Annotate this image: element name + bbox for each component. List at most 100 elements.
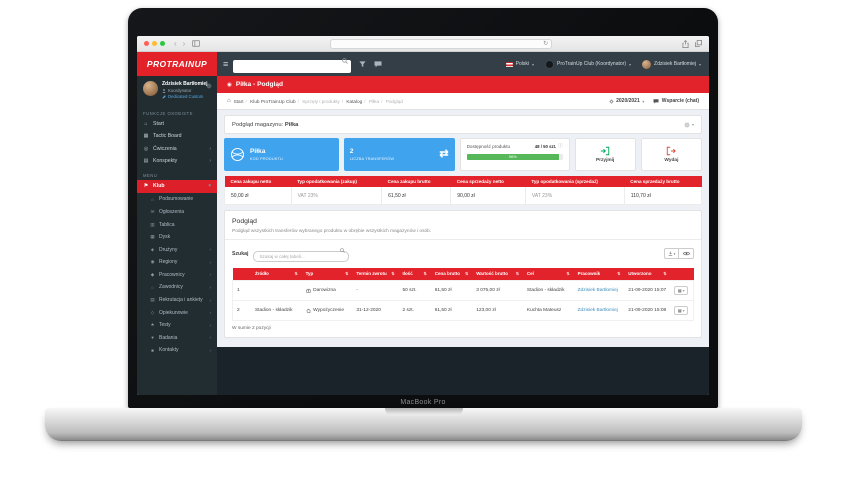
chevron-down-icon: ▾ xyxy=(642,98,645,104)
language-selector[interactable]: Polski ▾ xyxy=(505,61,534,67)
export-button[interactable]: ▾ xyxy=(664,248,679,259)
gear-icon[interactable] xyxy=(206,83,212,89)
col-ilosc[interactable]: Ilość ⇅ xyxy=(398,267,431,280)
sidebar-item-pracownicy[interactable]: ◆ Pracownicy › xyxy=(150,271,211,278)
club-flag-icon: ⚑ xyxy=(143,183,149,190)
availability-progress-fill: 96% xyxy=(466,153,559,160)
issue-button[interactable]: Wydaj xyxy=(640,138,703,171)
browser-sidebar-icon[interactable] xyxy=(192,40,201,47)
employee-link[interactable]: Zdzisiek Bartłomiej xyxy=(577,287,618,293)
row-actions-button[interactable]: ▦ ▾ xyxy=(674,285,689,295)
transfer-arrows-icon: ⇄ xyxy=(439,148,449,160)
sidebar-item-druzyny[interactable]: ◈ Drużyny › xyxy=(150,246,211,253)
traffic-light-zoom-button[interactable] xyxy=(160,41,165,46)
accept-button-label: Przyjmij xyxy=(595,158,615,164)
support-chat-link[interactable]: Wsparcie (chat) xyxy=(653,98,699,104)
sidebar-item-regiony[interactable]: ◉ Regiony › xyxy=(150,259,211,266)
breadcrumb-pilka[interactable]: Piłka xyxy=(368,98,380,104)
sidebar-item-tablica[interactable]: ▥ Tablica xyxy=(150,221,175,228)
profile-link[interactable]: Dedicated Custom xyxy=(162,94,208,100)
breadcrumb-katalog[interactable]: Katalog xyxy=(346,98,363,104)
col-zrodlo[interactable]: Źródło ⇅ xyxy=(250,267,302,280)
transfers-value: 2 xyxy=(349,148,354,156)
info-icon[interactable]: ⓘ xyxy=(558,143,563,148)
price-header: Cena zakupu brutto xyxy=(381,176,451,187)
col-utworzono[interactable]: Utworzono ⇅ xyxy=(624,267,671,280)
col-cena[interactable]: Cena brutto ⇅ xyxy=(430,267,473,280)
col-cel[interactable]: Cel ⇅ xyxy=(522,267,574,280)
sidebar-item-badania[interactable]: ♥ Badania › xyxy=(151,334,211,341)
traffic-light-minimize-button[interactable] xyxy=(152,41,157,46)
row-actions-button[interactable]: ▦ ▾ xyxy=(674,305,689,315)
row-type: Darowizna xyxy=(313,287,336,293)
price-header: Cena sprzedaży brutto xyxy=(624,176,702,187)
sidebar: Zdzisiek Bartłomiej Koordynator xyxy=(137,76,217,395)
sidebar-item-zawodnicy[interactable]: ○ Zawodnicy › xyxy=(151,284,211,291)
col-wartosc[interactable]: Wartość brutto ⇅ xyxy=(472,267,523,280)
row-source xyxy=(250,279,302,301)
browser-address-bar[interactable]: ↻ xyxy=(330,38,553,49)
browser-back-button[interactable]: ‹ xyxy=(174,38,177,48)
chevron-down-icon: ▾ xyxy=(698,61,701,67)
club-selector[interactable]: ProTrainUp Club (Koordynator) ▾ xyxy=(544,59,631,69)
sidebar-item-klub[interactable]: ⚑ Klub ▾ xyxy=(137,179,217,194)
sidebar-item-testy[interactable]: ★ Testy › xyxy=(150,322,211,329)
contacts-icon: ■ xyxy=(151,347,154,353)
sidebar-item-kontakty[interactable]: ■ Kontakty › xyxy=(151,347,211,354)
filter-icon[interactable] xyxy=(359,60,366,68)
chevron-down-icon: ▾ xyxy=(531,61,534,67)
row-price: 61,50 zł xyxy=(430,300,473,321)
profile-link-label: Dedicated Custom xyxy=(168,93,204,99)
issue-button-label: Wydaj xyxy=(664,158,679,164)
sort-icon: ⇅ xyxy=(465,272,469,276)
traffic-light-close-button[interactable] xyxy=(144,41,149,46)
employee-link[interactable]: Zdzisiek Bartłomiej xyxy=(577,307,618,313)
sidebar-item-rekrutacja[interactable]: ▤ Rekrutacja i ankiety › xyxy=(150,297,211,304)
product-code-card[interactable]: Piłka KOD PRODUKTU xyxy=(224,138,339,171)
accept-button[interactable]: Przyjmij xyxy=(574,138,636,171)
breadcrumb-start[interactable]: Start xyxy=(233,98,244,104)
reload-icon[interactable]: ↻ xyxy=(543,40,549,47)
share-icon[interactable] xyxy=(682,39,689,48)
browser-forward-button[interactable]: › xyxy=(182,38,186,48)
magazine-settings-button[interactable]: ▾ xyxy=(684,121,694,128)
hamburger-menu-icon[interactable]: ≡ xyxy=(223,59,229,69)
columns-visibility-button[interactable] xyxy=(679,248,694,259)
breadcrumb-sprzety[interactable]: Sprzęty i produkty xyxy=(302,98,340,104)
col-typ[interactable]: Typ ⇅ xyxy=(301,267,353,280)
breadcrumb-club[interactable]: Klub ProTrainUp Club xyxy=(250,98,296,104)
table-row: 2 Stadion - składzik Wypożyczenie 31-12-… xyxy=(231,300,695,321)
magazine-panel-title: Podgląd magazynu: Piłka xyxy=(232,121,299,128)
sidebar-item-cwiczenia[interactable]: ◎ Ćwiczenia › xyxy=(143,145,211,152)
user-menu[interactable]: Zdzisiek Bartłomiej ▾ xyxy=(642,59,701,69)
table-search-input[interactable] xyxy=(253,250,350,262)
table-row: 1 Darowizna - 50 szt. 61,50 zł 3 075,00 … xyxy=(231,279,695,301)
season-selector[interactable]: 2020/2021 ▾ xyxy=(608,98,645,104)
chat-icon[interactable] xyxy=(374,60,382,68)
sidebar-item-konspekty[interactable]: ▤ Konspekty › xyxy=(143,158,211,165)
col-number xyxy=(232,267,251,280)
sidebar-item-tactic-board[interactable]: ▦ Tactic Board xyxy=(143,133,182,140)
app-header: PROTRAINUP ≡ Polski xyxy=(137,52,709,76)
sidebar-item-opiekunowie[interactable]: ◇ Opiekunowie › xyxy=(150,309,211,316)
breadcrumb-podglad: Podgląd xyxy=(385,98,403,104)
sidebar-item-ogloszenia[interactable]: ✉ Ogłoszenia xyxy=(150,208,185,215)
global-search-input[interactable] xyxy=(233,60,352,74)
chevron-right-icon: › xyxy=(209,259,211,265)
col-termin[interactable]: Termin zwrotu ⇅ xyxy=(352,267,399,280)
profile-avatar[interactable] xyxy=(143,81,158,96)
employees-icon: ◆ xyxy=(150,271,155,277)
sidebar-item-start[interactable]: ⌂ Start xyxy=(144,120,164,127)
protrainup-logo[interactable]: PROTRAINUP xyxy=(137,52,217,76)
sidebar-item-dysk[interactable]: ▦ Dysk xyxy=(150,234,171,241)
disk-icon: ▦ xyxy=(150,234,155,240)
col-pracownik[interactable]: Pracownik ⇅ xyxy=(573,267,625,280)
chevron-down-icon: ▾ xyxy=(673,251,676,256)
gift-icon xyxy=(305,288,311,293)
transfers-card[interactable]: 2 LICZBA TRANSFERÓW ⇄ xyxy=(343,138,455,171)
table-summary: W sumie 2 pozycji xyxy=(232,326,271,331)
profile-role: Koordynator xyxy=(168,87,192,93)
sidebar-item-podsumowanie[interactable]: ⌂ Podsumowanie xyxy=(151,196,194,203)
home-icon[interactable]: ⌂ xyxy=(227,98,231,104)
tabs-icon[interactable] xyxy=(695,40,702,47)
